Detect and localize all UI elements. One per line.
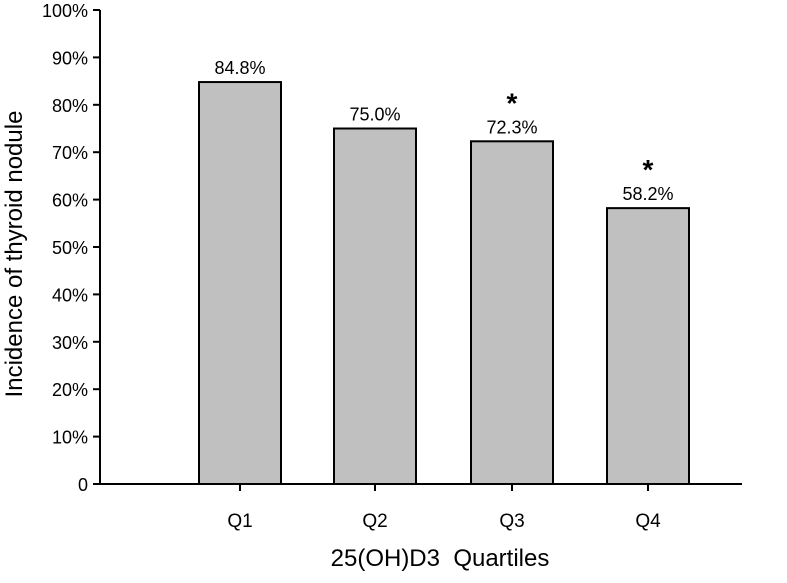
data-label-q4: 58.2% [622, 184, 673, 204]
data-label-q2: 75.0% [349, 105, 400, 125]
y-axis-title: Incidence of thyroid nodule [1, 111, 28, 398]
x-axis-ticks: Q1 Q2 Q3 Q4 [227, 484, 661, 532]
bar-q1 [198, 81, 282, 485]
significance-marker-q4: * [643, 154, 654, 185]
y-axis-ticks: 0 10% 20% 30% 40% 50% 60% 70% 80% 90% 100% [42, 1, 100, 495]
y-tick-label: 40% [52, 285, 88, 305]
x-axis-title: 25(OH)D3 Quartiles [331, 545, 550, 572]
data-label-q1: 84.8% [214, 58, 265, 78]
y-tick-label: 100% [42, 1, 88, 21]
data-labels: 84.8%75.0%72.3%*58.2%* [214, 58, 673, 204]
bar-q3 [470, 140, 554, 485]
y-tick-label: 10% [52, 428, 88, 448]
y-tick-label: 70% [52, 143, 88, 163]
y-tick-label: 30% [52, 333, 88, 353]
y-tick-label: 60% [52, 191, 88, 211]
y-tick-label: 80% [52, 96, 88, 116]
x-tick-label-q1: Q1 [227, 511, 252, 532]
bar-q2 [333, 127, 417, 485]
y-tick-label: 90% [52, 48, 88, 68]
y-tick-label: 50% [52, 238, 88, 258]
x-tick-label-q3: Q3 [499, 511, 524, 532]
data-label-q3: 72.3% [486, 117, 537, 137]
x-tick-label-q4: Q4 [635, 511, 661, 532]
significance-marker-q3: * [507, 87, 518, 118]
y-tick-label: 20% [52, 380, 88, 400]
y-tick-label: 0 [78, 475, 88, 495]
bars [198, 81, 690, 486]
bar-q4 [606, 207, 690, 486]
x-tick-label-q2: Q2 [362, 511, 387, 532]
